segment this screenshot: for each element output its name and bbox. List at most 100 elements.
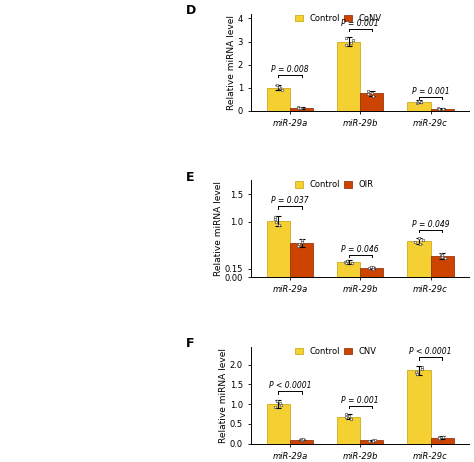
Point [294,103,302,111]
Point [418,363,426,371]
Bar [337,262,360,277]
Bar [290,108,313,110]
Point [365,438,373,445]
Text: P = 0.046: P = 0.046 [341,245,379,254]
Point [415,97,422,104]
Bar [267,88,290,110]
Point [419,237,427,244]
Point [436,433,443,440]
Point [299,238,306,245]
Point [441,255,448,262]
Bar [430,109,454,110]
Point [273,219,280,226]
Text: E: E [186,170,194,183]
Point [412,368,420,376]
Text: P = 0.001: P = 0.001 [341,396,379,405]
Y-axis label: Relative miRNA level: Relative miRNA level [219,347,228,443]
Point [413,99,421,107]
Point [299,236,306,243]
Y-axis label: Relative miRNA level: Relative miRNA level [214,181,223,276]
Point [300,436,307,443]
Point [343,257,350,265]
Bar [360,267,383,277]
Point [276,399,284,407]
Bar [267,221,290,277]
Point [342,411,350,418]
Point [435,105,442,112]
Point [365,264,373,272]
Point [436,105,443,112]
Point [297,437,304,444]
Text: P = 0.008: P = 0.008 [271,65,309,74]
Bar [337,42,360,110]
Bar [290,243,313,277]
Point [297,105,305,112]
Point [298,436,305,444]
Point [411,238,419,246]
Text: D: D [186,4,196,17]
Point [341,258,349,265]
Legend: Control, CoNV: Control, CoNV [295,13,383,24]
Point [439,105,447,113]
Point [369,437,377,444]
Point [297,435,304,443]
Text: F: F [186,337,194,350]
Point [345,412,353,419]
Point [415,235,422,242]
Point [418,98,425,105]
Point [367,264,375,271]
Point [371,436,379,444]
Point [272,216,279,223]
Bar [290,439,313,444]
Point [438,253,445,261]
Legend: Control, CNV: Control, CNV [295,346,377,357]
Point [342,35,350,42]
Point [369,263,377,270]
Point [342,41,350,49]
Legend: Control, OIR: Control, OIR [295,180,374,190]
Point [273,82,281,89]
Bar [430,256,454,277]
Bar [337,417,360,444]
Point [294,242,301,249]
Bar [407,371,430,444]
Point [349,36,356,44]
Point [418,365,425,373]
Point [436,435,443,442]
Point [276,85,284,92]
Text: P < 0.0001: P < 0.0001 [269,382,311,390]
Text: P = 0.049: P = 0.049 [412,219,449,229]
Bar [407,102,430,110]
Point [369,265,377,272]
Point [347,39,355,46]
Point [271,213,279,220]
Bar [360,440,383,444]
Point [348,260,356,267]
Point [278,86,286,93]
Text: P = 0.001: P = 0.001 [341,19,379,28]
Point [369,92,376,99]
Point [364,91,372,98]
Point [273,397,281,405]
Point [417,240,424,248]
Bar [430,438,454,444]
Point [413,371,421,378]
Point [275,83,283,91]
Point [295,104,302,111]
Text: P = 0.037: P = 0.037 [271,196,309,205]
Point [437,250,445,257]
Point [277,401,285,409]
Text: P < 0.0001: P < 0.0001 [410,347,452,357]
Point [435,434,443,442]
Point [296,104,304,112]
Point [369,437,377,444]
Y-axis label: Relative miRNA level: Relative miRNA level [227,15,236,110]
Point [275,221,283,228]
Bar [407,241,430,277]
Point [439,105,447,113]
Point [368,89,376,96]
Point [439,433,447,441]
Point [438,252,446,259]
Bar [360,93,383,110]
Bar [267,404,290,444]
